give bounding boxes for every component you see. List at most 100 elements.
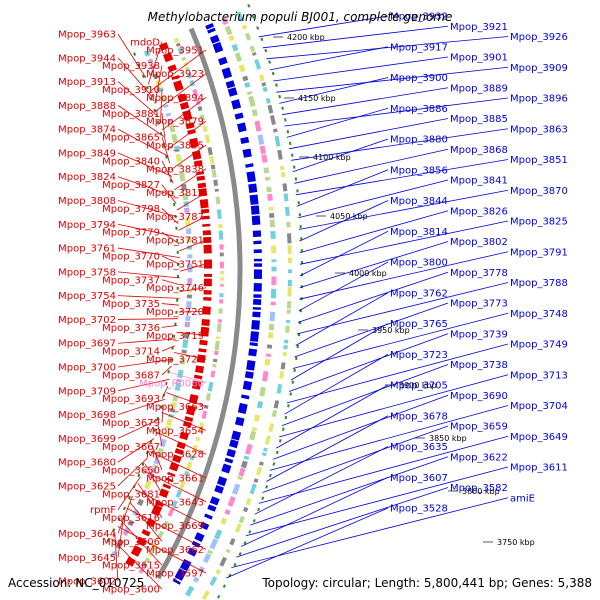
- gene-label-plus: Mpop_3825: [510, 217, 568, 228]
- gene-label-plus: Mpop_3678: [390, 411, 448, 422]
- gene-feature: [268, 423, 275, 433]
- feature-tracks: [103, 4, 303, 600]
- gene-feature: [194, 532, 205, 543]
- gene-label-minus: Mpop_3746: [146, 283, 204, 294]
- label-connector-minus: [161, 365, 172, 376]
- label-connector-minus: [147, 41, 163, 85]
- label-connector-plus: [281, 87, 449, 116]
- gene-feature: [256, 401, 264, 409]
- gene-label-plus: Mpop_3773: [450, 299, 508, 310]
- label-connector-minus: [117, 81, 159, 118]
- label-connector-minus: [154, 65, 163, 104]
- gene-feature: [185, 585, 195, 597]
- gene-feature: [258, 461, 264, 466]
- gene-feature: [184, 207, 190, 214]
- gene-feature: [248, 183, 258, 194]
- gene-feature: [259, 74, 265, 82]
- label-connector-minus: [176, 331, 207, 336]
- gene-label-minus: Mpop_3874: [58, 125, 116, 136]
- gene-label-minus: Mpop_3697: [58, 339, 116, 350]
- gene-feature: [122, 527, 131, 537]
- gene-label-plus: Mpop_3856: [390, 165, 448, 176]
- gene-feature: [192, 88, 199, 97]
- gene-feature: [264, 435, 272, 445]
- gene-feature: [259, 386, 266, 397]
- label-connector-plus: [294, 148, 449, 184]
- gene-feature: [257, 134, 265, 145]
- gene-label-plus: Mpop_3788: [510, 278, 568, 289]
- label-connector-minus: [117, 57, 154, 98]
- gene-feature: [266, 186, 272, 193]
- gene-feature: [213, 179, 219, 187]
- label-connector-minus: [161, 113, 166, 144]
- label-connector-minus: [161, 385, 169, 399]
- gene-label-minus: Mpop_3662: [146, 545, 204, 556]
- gene-feature: [215, 196, 221, 205]
- gene-feature: [238, 515, 245, 524]
- gene-feature: [263, 167, 270, 174]
- gene-feature: [242, 148, 252, 158]
- gene-feature: [165, 112, 172, 117]
- label-connector-plus: [296, 169, 389, 207]
- gene-label-minus: Mpop_3645: [58, 553, 116, 564]
- gene-feature: [231, 43, 239, 52]
- gene-feature: [179, 431, 189, 441]
- label-connectors: [111, 15, 509, 590]
- label-connector-minus: [155, 431, 207, 455]
- gene-label-minus: Mpop_3812: [146, 188, 204, 199]
- gene-label-plus: Mpop_3762: [390, 288, 448, 299]
- label-connector-plus: [279, 77, 389, 104]
- gene-feature: [212, 41, 224, 54]
- label-connector-minus: [149, 451, 207, 479]
- gene-label-plus: Mpop_3690: [450, 391, 508, 402]
- gene-feature: [137, 498, 144, 507]
- gene-feature: [214, 340, 220, 351]
- gene-feature: [212, 363, 217, 368]
- gene-feature: [244, 82, 251, 88]
- gene-feature: [130, 545, 143, 557]
- label-connector-plus: [299, 210, 449, 254]
- gene-label-minus: Mpop_3894: [146, 93, 204, 104]
- label-connector-minus: [117, 176, 176, 197]
- gene-feature: [179, 172, 186, 182]
- kbp-tick-label: 4200 kbp: [287, 33, 325, 42]
- gene-feature: [244, 371, 254, 379]
- label-connector-minus: [179, 263, 207, 272]
- gene-feature: [262, 370, 269, 382]
- gene-label-minus: Mpop_3910: [102, 85, 160, 96]
- gene-label-plus: Mpop_3791: [510, 247, 568, 258]
- gene-feature: [261, 154, 268, 163]
- gene-feature: [203, 404, 209, 409]
- gene-label-minus: Mpop_3714: [102, 347, 160, 358]
- gene-label-minus: Mpop_3693: [102, 394, 160, 405]
- gene-label-plus: Mpop_3814: [390, 227, 448, 238]
- gene-feature: [209, 496, 220, 506]
- label-connector-plus: [262, 25, 449, 49]
- gene-label-plus: Mpop_3863: [510, 124, 568, 135]
- gene-label-plus: Mpop_3622: [450, 452, 508, 463]
- gene-feature: [144, 479, 153, 490]
- label-connector-plus: [250, 456, 449, 526]
- gene-feature: [162, 483, 172, 490]
- label-connector-plus: [269, 46, 389, 71]
- label-connector-minus: [129, 501, 163, 542]
- label-connector-minus: [126, 507, 207, 550]
- gene-label-minus: Mpop_3628: [146, 450, 204, 461]
- label-connector-plus: [279, 374, 509, 438]
- gene-feature: [197, 422, 205, 433]
- gene-label-plus: Mpop_3870: [510, 186, 568, 197]
- gene-label-minus: Mpop_3913: [58, 77, 116, 88]
- gene-feature: [248, 95, 256, 107]
- gene-feature: [186, 405, 196, 416]
- gene-feature: [163, 104, 169, 109]
- gene-feature: [224, 457, 234, 464]
- gene-label-plus: Mpop_3723: [390, 350, 448, 361]
- gene-label-plus: Mpop_3649: [510, 432, 568, 443]
- gene-feature: [265, 97, 271, 104]
- gene-feature: [234, 416, 245, 427]
- gene-feature: [237, 475, 243, 481]
- label-connector-minus: [161, 136, 171, 164]
- gene-feature: [250, 205, 260, 215]
- plus-strand-labels: Mpop_3932Mpop_3921Mpop_3926Mpop_3917Mpop…: [390, 12, 568, 515]
